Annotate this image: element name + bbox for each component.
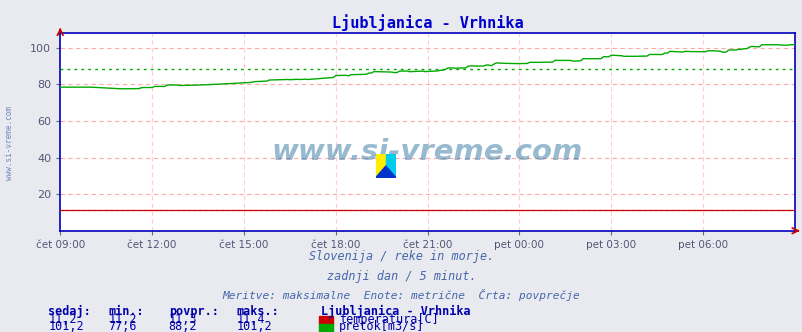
Text: 11,2: 11,2 [108,313,136,326]
Text: povpr.:: povpr.: [168,305,218,318]
Text: 11,3: 11,3 [168,313,196,326]
Polygon shape [375,166,395,178]
Text: 88,2: 88,2 [168,320,196,332]
Text: Slovenija / reke in morje.: Slovenija / reke in morje. [309,250,493,263]
Text: 101,2: 101,2 [237,320,272,332]
Polygon shape [375,154,386,178]
Text: 77,6: 77,6 [108,320,136,332]
Text: pretok[m3/s]: pretok[m3/s] [338,320,423,332]
Text: www.si-vreme.com: www.si-vreme.com [5,106,14,180]
Text: min.:: min.: [108,305,144,318]
Text: Meritve: maksimalne  Enote: metrične  Črta: povprečje: Meritve: maksimalne Enote: metrične Črta… [222,290,580,301]
Text: 11,4: 11,4 [237,313,265,326]
Polygon shape [386,154,395,178]
Text: zadnji dan / 5 minut.: zadnji dan / 5 minut. [326,270,476,283]
Text: maks.:: maks.: [237,305,279,318]
Title: Ljubljanica - Vrhnika: Ljubljanica - Vrhnika [331,14,523,31]
Text: Ljubljanica - Vrhnika: Ljubljanica - Vrhnika [321,305,470,318]
Text: www.si-vreme.com: www.si-vreme.com [272,138,582,166]
Text: 11,2: 11,2 [48,313,76,326]
Text: sedaj:: sedaj: [48,305,91,318]
Text: temperatura[C]: temperatura[C] [338,313,438,326]
Text: 101,2: 101,2 [48,320,83,332]
